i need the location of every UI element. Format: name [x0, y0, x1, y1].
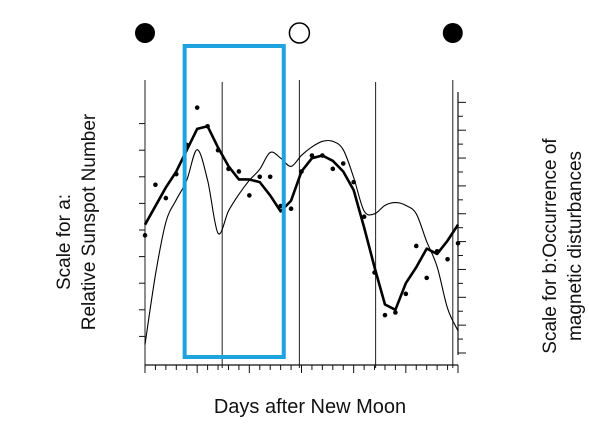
series-b-line	[144, 139, 459, 345]
data-point	[309, 153, 315, 158]
series-layer	[142, 105, 461, 345]
data-point	[288, 206, 294, 212]
data-point	[153, 182, 158, 188]
moon-phase-layer	[135, 22, 463, 368]
data-point	[257, 174, 263, 180]
series-a-line	[143, 124, 460, 312]
full-moon-icon	[288, 22, 311, 44]
data-point	[445, 256, 450, 262]
data-point	[393, 310, 398, 315]
data-point	[205, 123, 210, 129]
data-point	[194, 105, 200, 110]
new-moon-icon	[442, 23, 463, 43]
data-point	[267, 174, 273, 180]
data-point	[361, 214, 367, 219]
new-moon-icon	[135, 23, 155, 43]
data-point	[247, 193, 252, 198]
y-axis-right-title-line1: Scale for b:Occurrence of	[540, 138, 561, 354]
highlight-box	[182, 44, 286, 359]
data-point	[174, 171, 179, 177]
data-point	[330, 166, 336, 172]
data-point	[413, 243, 419, 249]
data-point	[372, 270, 377, 275]
data-point	[403, 291, 409, 297]
y-axis-left-title-line2: Relative Sunspot Number	[79, 113, 100, 330]
data-point	[215, 147, 221, 153]
data-point	[382, 312, 388, 318]
data-point	[163, 195, 169, 201]
data-point	[142, 233, 148, 238]
data-point	[299, 169, 304, 174]
axes-layer: Scale for a: Relative Sunspot Number Sca…	[54, 92, 586, 418]
y-axis-right-title-line2: magnetic disturbances	[565, 151, 586, 341]
data-point	[226, 166, 231, 172]
y-axis-left-title-line1: Scale for a:	[54, 194, 75, 290]
x-axis-title: Days after New Moon	[214, 396, 406, 418]
data-point	[236, 169, 242, 174]
data-point	[455, 241, 461, 246]
data-point	[434, 248, 440, 254]
data-point	[351, 179, 356, 185]
data-point	[340, 161, 346, 166]
highlight-layer	[182, 44, 286, 359]
data-point	[320, 153, 325, 158]
data-point	[424, 275, 430, 281]
